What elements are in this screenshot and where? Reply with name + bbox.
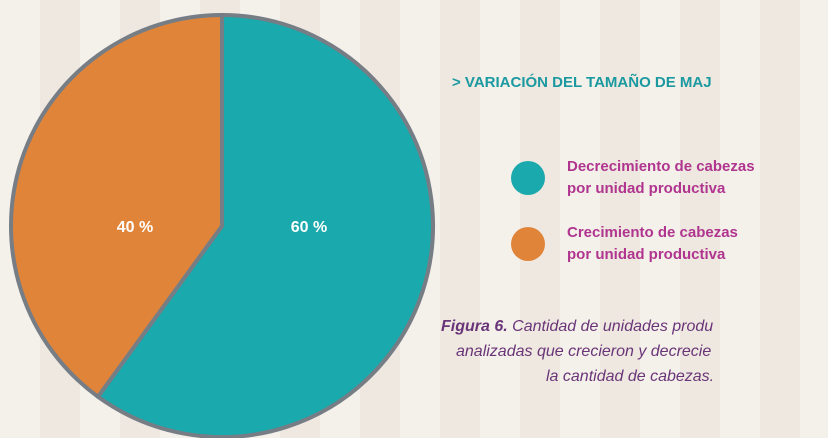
data-label: 40 %: [117, 219, 153, 236]
legend-label: Decrecimiento de cabezas por unidad prod…: [567, 158, 755, 197]
data-label: 60 %: [291, 219, 327, 236]
pie-slice: [9, 13, 224, 399]
caption-text: Cantidad de unidades produ: [512, 318, 713, 335]
legend-swatch: [511, 161, 545, 195]
legend-label: Crecimiento de cabezas por unidad produc…: [567, 224, 738, 263]
caption-line: analizadas que crecieron y decrecie: [456, 343, 711, 360]
legend-swatch: [511, 227, 545, 261]
caption-line: Figura 6. Cantidad de unidades produ: [441, 318, 713, 335]
pie-slice: [95, 13, 435, 438]
chart-title: > VARIACIÓN DEL TAMAÑO DE MAJ: [452, 73, 712, 91]
caption-label: Figura 6.: [441, 318, 508, 335]
caption-line: la cantidad de cabezas.: [546, 368, 714, 385]
